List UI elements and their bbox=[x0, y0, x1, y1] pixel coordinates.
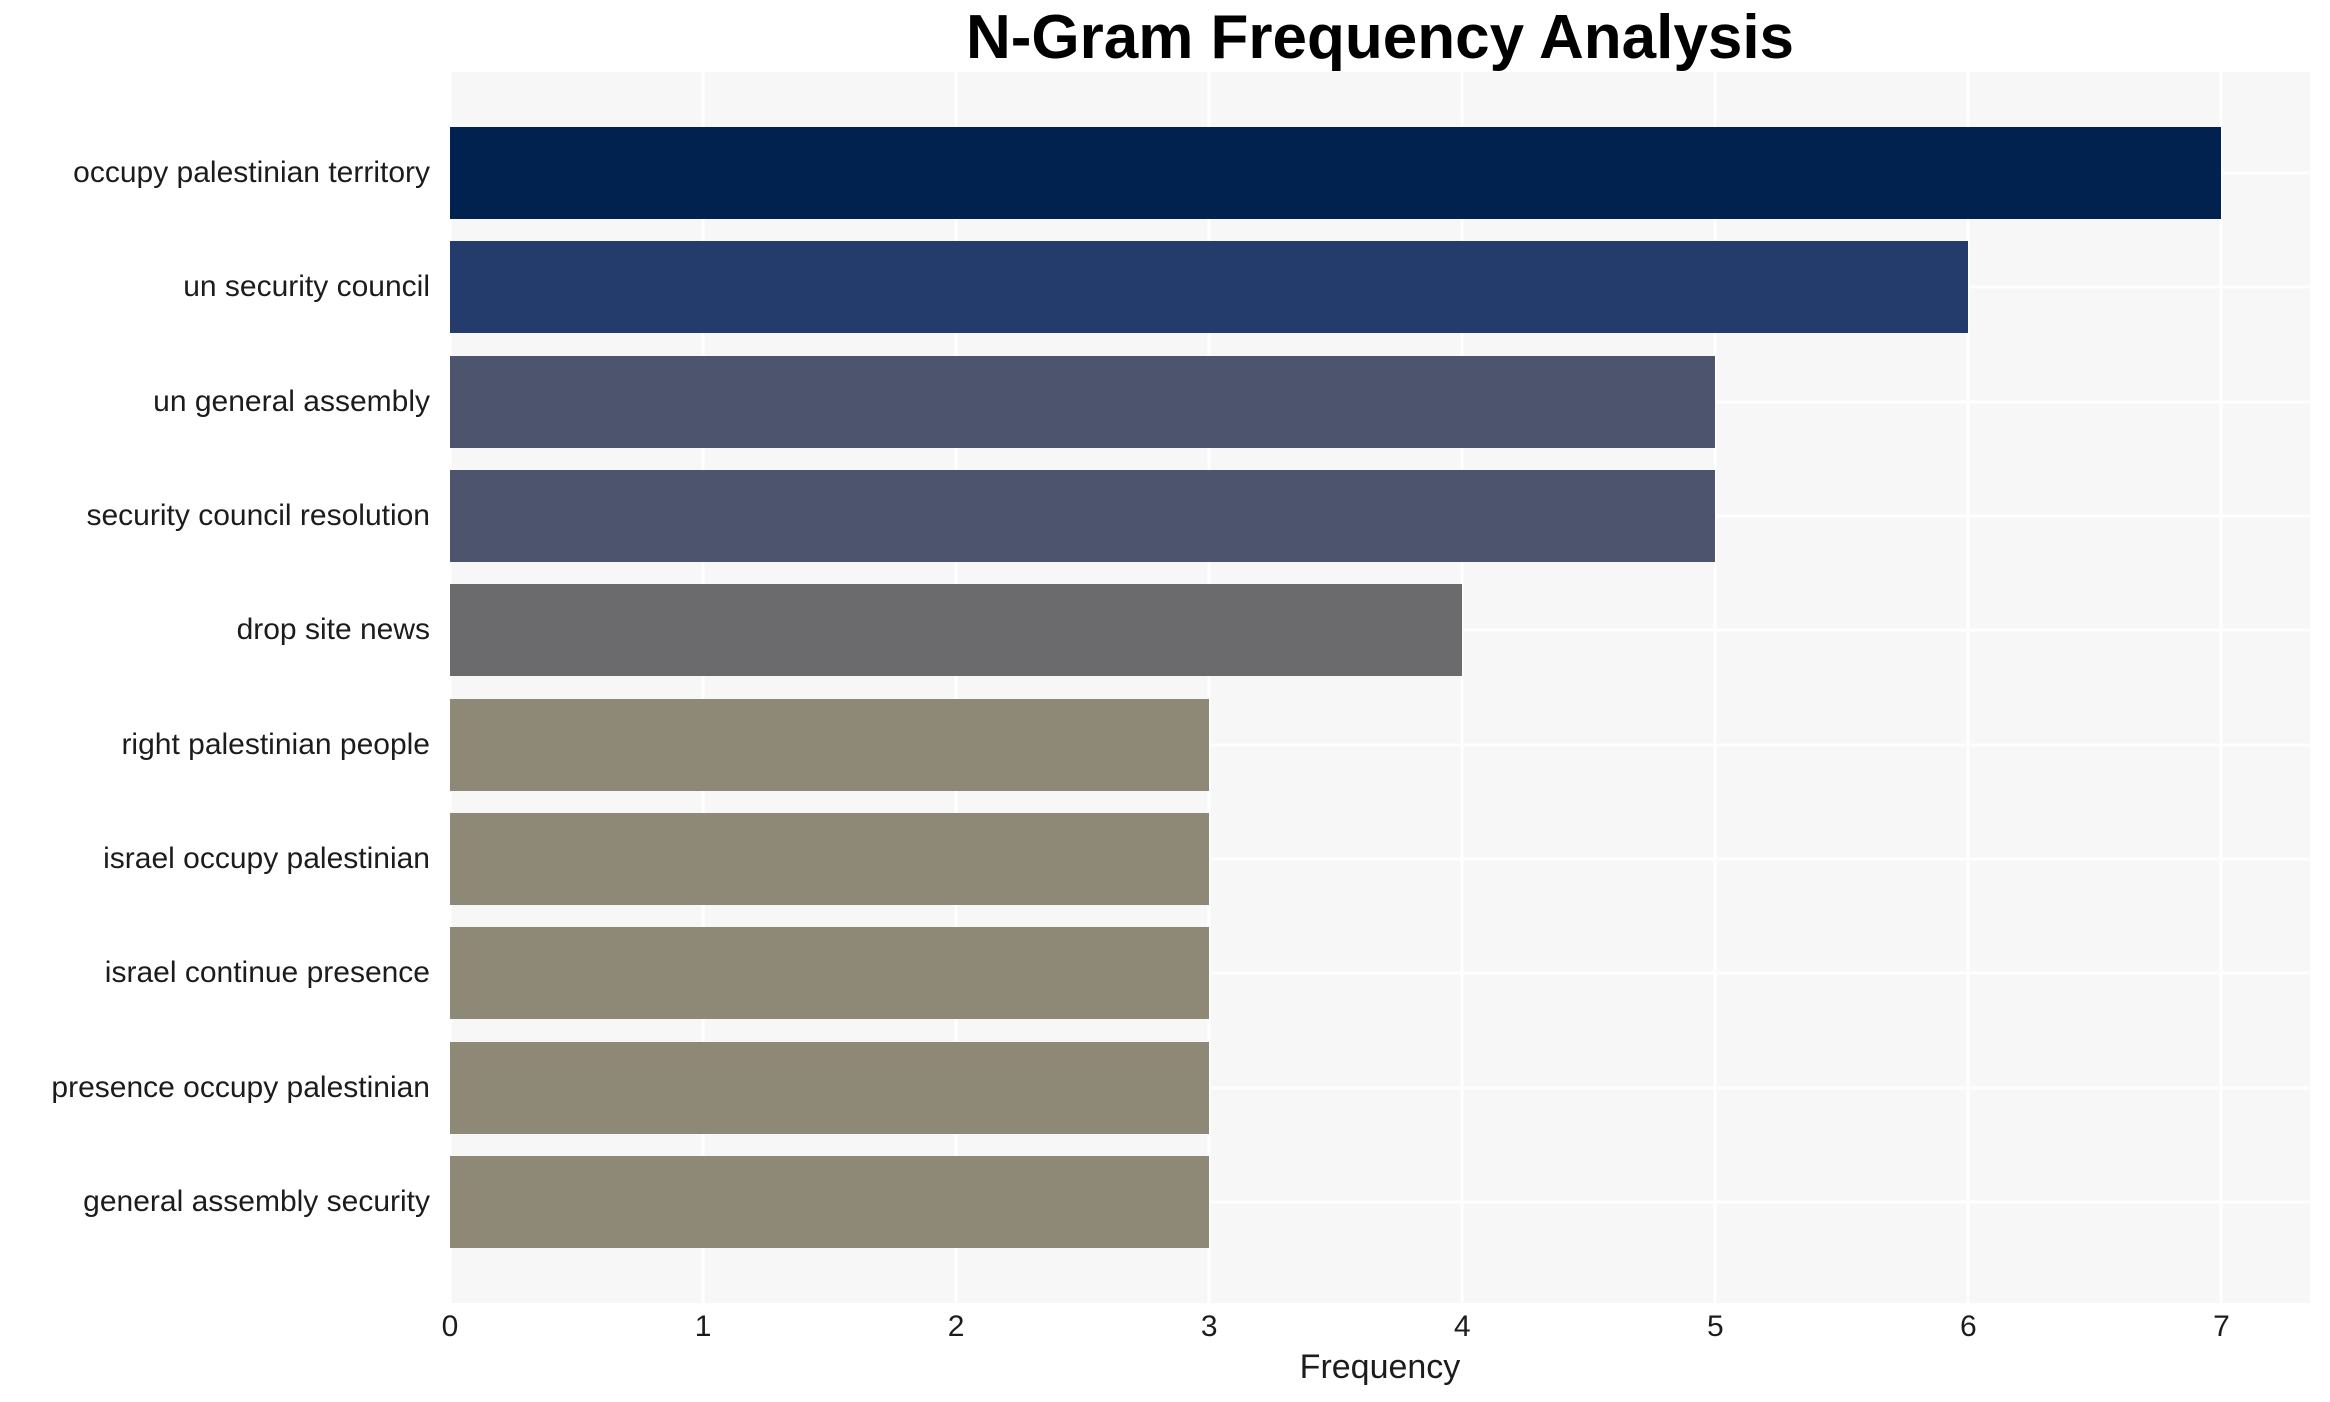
y-tick-label: occupy palestinian territory bbox=[73, 156, 430, 190]
x-axis-label: Frequency bbox=[1299, 1348, 1461, 1386]
bar-un-general-assembly bbox=[450, 355, 1716, 448]
bar-right-palestinian-people bbox=[450, 698, 1210, 791]
gridline-x-7 bbox=[2219, 72, 2223, 1303]
x-tick-label: 3 bbox=[1200, 1310, 1218, 1343]
bar-drop-site-news bbox=[450, 584, 1463, 677]
y-tick-label: un security council bbox=[183, 270, 430, 304]
bar-track bbox=[450, 459, 2310, 573]
bar-security-council-resolution bbox=[450, 470, 1716, 563]
bar-track bbox=[450, 802, 2310, 916]
y-tick-label: un general assembly bbox=[153, 384, 430, 418]
bar-track bbox=[450, 230, 2310, 344]
bar-row: un general assembly bbox=[0, 345, 2310, 459]
bar-track bbox=[450, 687, 2310, 801]
bar-occupy-palestinian-territory bbox=[450, 127, 2222, 220]
bar-track bbox=[450, 573, 2310, 687]
gridline-x-1 bbox=[701, 72, 705, 1303]
gridline-x-2 bbox=[954, 72, 958, 1303]
x-axis-ticks: 0 1 2 3 4 5 6 7 bbox=[0, 1303, 2330, 1349]
bar-track bbox=[450, 345, 2310, 459]
bar-rows-container: occupy palestinian territory un security … bbox=[0, 72, 2310, 1303]
gridline-x-4 bbox=[1460, 72, 1464, 1303]
bar-row: israel occupy palestinian bbox=[0, 802, 2310, 916]
bar-row: israel continue presence bbox=[0, 916, 2310, 1030]
bar-row: right palestinian people bbox=[0, 687, 2310, 801]
bar-row: general assembly security bbox=[0, 1145, 2310, 1259]
gridline-y-5 bbox=[450, 743, 2310, 747]
bar-row: security council resolution bbox=[0, 459, 2310, 573]
y-tick-label: security council resolution bbox=[86, 499, 431, 533]
bar-row: drop site news bbox=[0, 573, 2310, 687]
bar-row: un security council bbox=[0, 230, 2310, 344]
y-tick-label: presence occupy palestinian bbox=[51, 1070, 430, 1104]
bar-row: occupy palestinian territory bbox=[0, 116, 2310, 230]
gridline-y-8 bbox=[450, 1086, 2310, 1090]
x-tick-label: 6 bbox=[1960, 1310, 1977, 1343]
x-tick-label: 5 bbox=[1706, 1310, 1724, 1343]
y-tick-label: israel continue presence bbox=[104, 956, 430, 990]
gridline-y-9 bbox=[450, 1200, 2310, 1204]
bar-un-security-council bbox=[450, 241, 1969, 334]
x-tick-label: 1 bbox=[694, 1310, 712, 1343]
gridline-x-5 bbox=[1713, 72, 1717, 1303]
bar-track bbox=[450, 116, 2310, 230]
gridline-y-6 bbox=[450, 857, 2310, 861]
bar-track bbox=[450, 1145, 2310, 1259]
bar-track bbox=[450, 1030, 2310, 1144]
gridline-y-7 bbox=[450, 971, 2310, 975]
x-tick-label: 4 bbox=[1453, 1310, 1471, 1343]
x-tick-label: 2 bbox=[947, 1310, 965, 1343]
bar-presence-occupy-palestinian bbox=[450, 1041, 1210, 1134]
gridline-x-0 bbox=[450, 72, 452, 1303]
y-tick-label: israel occupy palestinian bbox=[103, 841, 430, 875]
y-tick-label: right palestinian people bbox=[121, 727, 430, 761]
x-tick-label: 0 bbox=[441, 1310, 459, 1343]
bar-row: presence occupy palestinian bbox=[0, 1030, 2310, 1144]
chart-title: N-Gram Frequency Analysis bbox=[965, 3, 1795, 72]
bar-israel-occupy-palestinian bbox=[450, 812, 1210, 905]
gridline-x-6 bbox=[1966, 72, 1970, 1303]
bar-track bbox=[450, 916, 2310, 1030]
gridline-x-3 bbox=[1207, 72, 1211, 1303]
y-tick-label: drop site news bbox=[236, 613, 430, 647]
bar-general-assembly-security bbox=[450, 1155, 1210, 1248]
bar-israel-continue-presence bbox=[450, 927, 1210, 1020]
y-tick-label: general assembly security bbox=[83, 1184, 430, 1218]
x-tick-label: 7 bbox=[2213, 1310, 2230, 1343]
